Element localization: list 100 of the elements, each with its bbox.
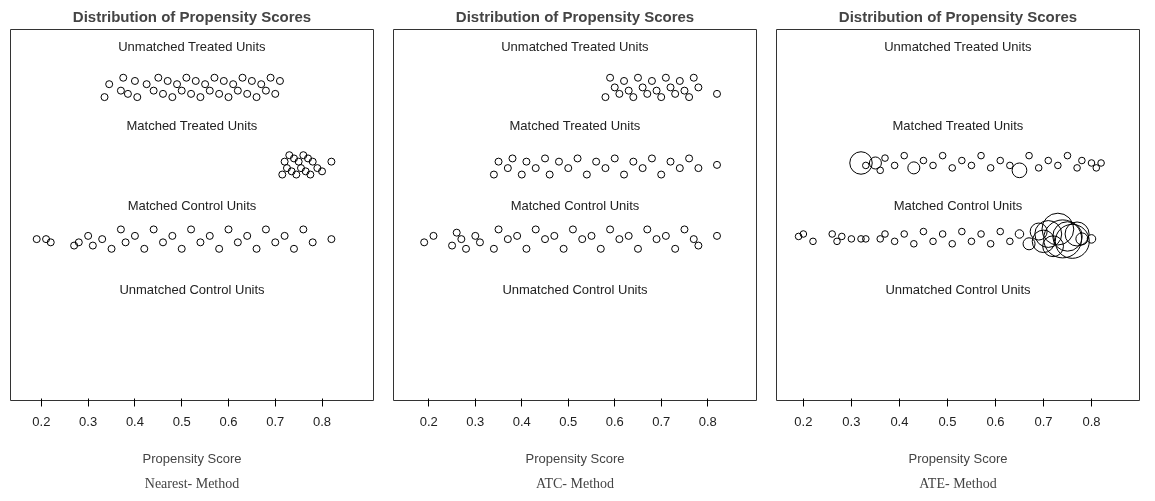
point (503, 235, 512, 244)
annotation: Unmatched Control Units (885, 281, 1032, 297)
point (98, 235, 107, 244)
point (301, 167, 310, 176)
point (123, 89, 132, 98)
point (657, 170, 666, 179)
point (219, 76, 228, 85)
point (559, 244, 568, 253)
point (84, 231, 93, 240)
point (494, 157, 503, 166)
point (32, 235, 41, 244)
point (238, 73, 247, 82)
point (550, 231, 559, 240)
x-tick-label: 0.3 (79, 413, 98, 429)
point (177, 244, 186, 253)
point (462, 244, 471, 253)
point (638, 83, 647, 92)
point (712, 160, 721, 169)
point (215, 244, 224, 253)
x-tick-label: 0.8 (698, 413, 717, 429)
point (142, 80, 151, 89)
point (671, 89, 680, 98)
point (671, 244, 680, 253)
point (666, 157, 675, 166)
chart-title: Distribution of Propensity Scores (838, 7, 1078, 25)
point (280, 231, 289, 240)
point (121, 238, 130, 247)
x-axis-title: Propensity Score (908, 450, 1008, 466)
point (531, 225, 540, 234)
point (624, 231, 633, 240)
point (629, 93, 638, 102)
annotation: Matched Treated Units (509, 118, 641, 134)
x-tick-label: 0.5 (938, 413, 957, 429)
text: Matched Treated Units (892, 118, 1024, 134)
point (196, 93, 205, 102)
point (271, 89, 280, 98)
point (457, 235, 466, 244)
point (596, 244, 605, 253)
point (661, 73, 670, 82)
point (306, 170, 315, 179)
x-tick-label: 0.6 (219, 413, 238, 429)
point (299, 225, 308, 234)
point (633, 244, 642, 253)
point (657, 93, 666, 102)
point (233, 86, 242, 95)
annotation: Unmatched Control Units (502, 281, 649, 297)
point (304, 154, 313, 163)
x-tick-label: 0.2 (794, 413, 813, 429)
point (42, 235, 51, 244)
point (282, 164, 291, 173)
point (638, 164, 647, 173)
point (278, 170, 287, 179)
point (100, 93, 109, 102)
point (554, 157, 563, 166)
point (489, 170, 498, 179)
point (296, 164, 305, 173)
point (568, 225, 577, 234)
annotation: Unmatched Control Units (119, 281, 266, 297)
point (252, 93, 261, 102)
point (318, 167, 327, 176)
point (266, 73, 275, 82)
point (182, 73, 191, 82)
point (689, 235, 698, 244)
chart-title: Distribution of Propensity Scores (455, 7, 695, 25)
x-tick-label: 0.5 (559, 413, 578, 429)
point (168, 231, 177, 240)
point (70, 241, 79, 250)
point (606, 225, 615, 234)
text: Unmatched Treated Units (118, 38, 267, 54)
annotation: Matched Control Units (127, 198, 257, 214)
point (606, 73, 615, 82)
point (489, 244, 498, 253)
point (149, 86, 158, 95)
point (88, 241, 97, 250)
point (229, 80, 238, 89)
x-tick-label: 0.2 (32, 413, 51, 429)
x-tick-label: 0.7 (1034, 413, 1053, 429)
point (689, 73, 698, 82)
point (452, 228, 461, 237)
point (615, 89, 624, 98)
x-axis-title: Propensity Score (525, 450, 625, 466)
point (177, 86, 186, 95)
point (46, 238, 55, 247)
point (327, 157, 336, 166)
point (105, 80, 114, 89)
point (191, 76, 200, 85)
point (168, 93, 177, 102)
point (578, 235, 587, 244)
point (647, 154, 656, 163)
x-tick-label: 0.3 (842, 413, 861, 429)
point (680, 225, 689, 234)
chart-title: Distribution of Propensity Scores (72, 7, 312, 25)
point (210, 73, 219, 82)
point (592, 157, 601, 166)
point (201, 80, 210, 89)
point (187, 89, 196, 98)
point (261, 86, 270, 95)
point (280, 157, 289, 166)
text: Nearest- Method (144, 475, 240, 491)
point (620, 170, 629, 179)
